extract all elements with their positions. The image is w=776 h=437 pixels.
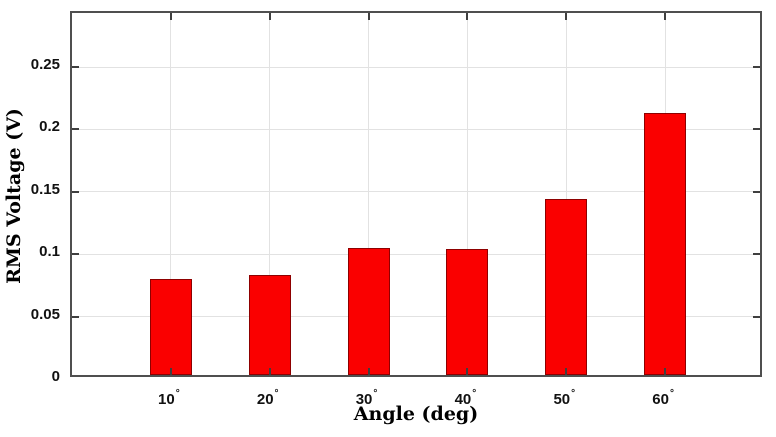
x-tick-mark [466,368,469,375]
plot-area [70,11,762,377]
v-gridline [368,13,370,375]
x-tick-mark [664,368,667,375]
degree-symbol: ° [274,388,279,399]
x-tick-value: 30 [355,391,373,408]
x-tick-value: 40 [454,391,472,408]
degree-symbol: ° [669,388,674,399]
degree-symbol: ° [571,388,576,399]
bar [545,199,588,375]
y-tick-mark [753,315,760,318]
v-gridline [269,13,271,375]
h-gridline [72,316,760,318]
x-tick-mark [268,13,271,20]
y-tick-mark [753,190,760,193]
x-tick-label: 10° [139,385,199,409]
y-tick-label: 0.15 [30,180,60,198]
x-tick-mark [169,13,172,20]
y-tick-mark [753,253,760,256]
y-tick-label: 0 [51,368,60,385]
y-tick-label: 0.05 [30,305,60,323]
x-tick-mark [565,13,568,20]
x-axis-label: Angle (deg) [353,403,479,425]
bar [149,278,192,375]
y-tick-mark [72,315,79,318]
v-gridline [170,13,172,375]
degree-symbol: ° [373,388,378,399]
bar [347,247,390,375]
y-tick-label: 0.1 [39,243,60,261]
y-tick-mark [753,66,760,69]
x-tick-label: 50° [534,385,594,409]
y-tick-mark [753,128,760,131]
x-tick-mark [268,368,271,375]
degree-symbol: ° [175,388,180,399]
h-gridline [72,128,760,130]
x-tick-label: 60° [633,385,693,409]
y-tick-mark [72,190,79,193]
x-tick-mark [565,368,568,375]
x-tick-label: 30° [337,385,397,409]
x-tick-mark [367,13,370,20]
x-tick-mark [664,13,667,20]
v-gridline [466,13,468,375]
v-gridline [565,13,567,375]
y-tick-label: 0.25 [30,56,60,74]
bar [248,275,291,375]
x-tick-label: 40° [435,385,495,409]
y-tick-label: 0.2 [39,118,60,136]
bar [446,248,489,375]
y-tick-mark [72,253,79,256]
x-tick-value: 10 [158,391,175,408]
x-tick-mark [466,13,469,20]
x-tick-label: 20° [238,385,298,409]
h-gridline [72,191,760,193]
degree-symbol: ° [472,388,477,399]
x-tick-value: 20 [256,391,274,408]
y-tick-mark [72,128,79,131]
h-gridline [72,66,760,68]
x-tick-mark [169,368,172,375]
x-tick-value: 50 [553,391,571,408]
y-tick-mark [72,66,79,69]
x-tick-mark [367,368,370,375]
bar [644,112,687,375]
h-gridline [72,253,760,255]
x-tick-value: 60 [652,391,669,408]
